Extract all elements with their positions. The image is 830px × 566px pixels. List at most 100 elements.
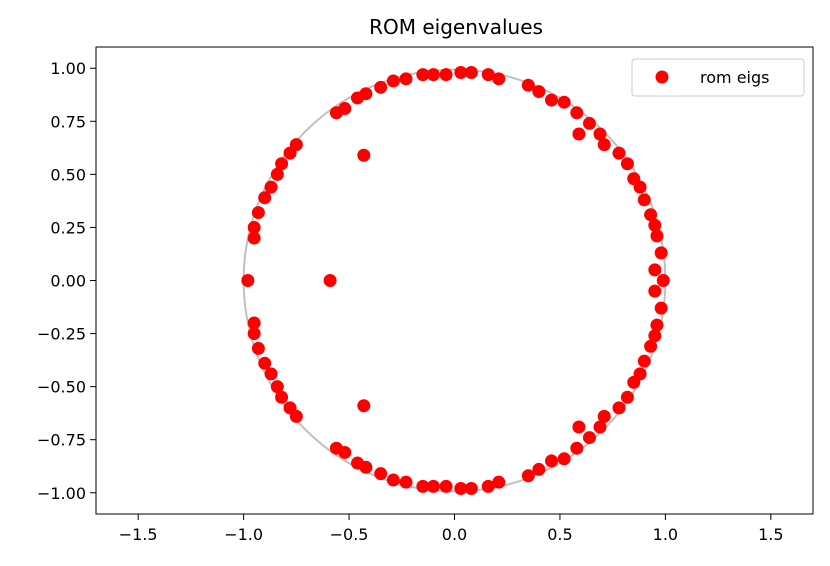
- y-tick-label: −1.00: [37, 484, 86, 503]
- eigenvalue-point: [521, 469, 535, 483]
- y-tick-label: 0.00: [50, 272, 86, 291]
- eigenvalue-point: [557, 452, 571, 466]
- legend: rom eigs: [631, 58, 805, 97]
- eigenvalue-point: [338, 102, 352, 116]
- y-tick-label: 1.00: [50, 59, 86, 78]
- eigenvalue-point: [597, 138, 611, 152]
- x-tick-label: 1.5: [758, 525, 783, 544]
- eigenvalue-point: [545, 93, 559, 107]
- eigenvalue-point: [521, 78, 535, 92]
- eigenvalue-point: [357, 399, 371, 413]
- eigenvalue-point: [644, 339, 658, 353]
- eigenvalue-point: [648, 329, 662, 343]
- eigenvalue-point: [644, 208, 658, 222]
- eigenvalue-point: [545, 454, 559, 468]
- plot-area: [95, 46, 814, 515]
- eigenvalue-point: [654, 246, 668, 260]
- eigenvalue-point: [612, 401, 626, 415]
- eigenvalue-point: [532, 462, 546, 476]
- eigenvalue-point: [275, 157, 289, 171]
- y-tick-label: −0.25: [37, 325, 86, 344]
- x-tick-label: 0.5: [547, 525, 572, 544]
- eigenvalue-point: [289, 409, 303, 423]
- y-tick-label: −0.75: [37, 431, 86, 450]
- y-tick-label: 0.25: [50, 218, 86, 237]
- eigenvalue-point: [648, 263, 662, 277]
- eigenvalue-point: [654, 301, 668, 315]
- eigenvalue-point: [648, 284, 662, 298]
- eigenvalue-point: [572, 127, 586, 141]
- eigenvalue-point: [258, 356, 272, 370]
- eigenvalue-point: [275, 390, 289, 404]
- eigenvalue-point: [264, 367, 278, 381]
- eigenvalue-point: [633, 367, 647, 381]
- eigenvalue-point: [633, 180, 647, 194]
- eigenvalue-point: [656, 274, 670, 287]
- x-tick-label: 1.0: [653, 525, 678, 544]
- eigenvalue-point: [572, 420, 586, 434]
- eigenvalue-point: [570, 106, 584, 120]
- eigenvalue-point: [570, 441, 584, 455]
- eigenvalue-point: [597, 409, 611, 423]
- eigenvalue-point: [247, 327, 261, 341]
- eigenvalue-point: [270, 380, 284, 394]
- legend-marker: [655, 70, 669, 84]
- eigenvalue-point: [582, 431, 596, 445]
- data-points: [241, 65, 670, 496]
- legend-label: rom eigs: [700, 68, 769, 87]
- eigenvalue-point: [637, 193, 651, 207]
- eigenvalue-point: [399, 72, 413, 86]
- eigenvalue-point: [557, 95, 571, 109]
- y-tick-label: 0.50: [50, 165, 86, 184]
- eigenvalue-point: [492, 475, 506, 489]
- y-tick-label: 0.75: [50, 112, 86, 131]
- eigenvalue-point: [593, 420, 607, 434]
- eigenvalue-point: [439, 479, 453, 493]
- eigenvalue-point: [359, 87, 373, 101]
- eigenvalue-point: [492, 72, 506, 86]
- eigenvalue-point: [637, 354, 651, 368]
- eigenvalue-point: [386, 473, 400, 487]
- eigenvalue-point: [251, 206, 265, 220]
- eigenvalue-point: [464, 65, 478, 79]
- eigenvalue-point: [241, 274, 255, 287]
- eigenvalue-point: [264, 180, 278, 194]
- eigenvalue-point: [359, 460, 373, 474]
- eigenvalue-point: [464, 482, 478, 496]
- eigenvalue-point: [374, 467, 388, 481]
- eigenvalue-point: [481, 479, 495, 493]
- eigenvalue-point: [386, 74, 400, 88]
- eigenvalue-point: [247, 316, 261, 330]
- eigenvalue-point: [416, 68, 430, 82]
- eigenvalue-point: [323, 274, 337, 287]
- eigenvalue-point: [399, 475, 413, 489]
- eigenvalue-point: [426, 68, 440, 82]
- eigenvalue-point: [650, 229, 664, 243]
- eigenvalue-point: [374, 80, 388, 94]
- eigenvalue-point: [251, 341, 265, 355]
- eigenvalue-point: [532, 85, 546, 99]
- eigenvalue-point: [357, 148, 371, 162]
- eigenvalue-point: [648, 218, 662, 232]
- eigenvalue-point: [439, 68, 453, 82]
- chart-title: ROM eigenvalues: [369, 15, 543, 39]
- legend-box: [631, 58, 805, 97]
- eigenvalue-point: [620, 157, 634, 171]
- eigenvalue-point: [289, 138, 303, 152]
- eigenvalue-point: [247, 220, 261, 234]
- eigenvalue-point: [612, 146, 626, 160]
- y-axis: 1.00 0.75 0.50 0.25 0.00 −0.25 −0.50 −0.75 −1.00: [37, 59, 96, 503]
- x-tick-label: −0.5: [330, 525, 369, 544]
- x-axis: −1.5 −1.0 −0.5 0.0 0.5 1.0 1.5: [119, 514, 784, 544]
- eigenvalue-point: [454, 482, 468, 496]
- x-tick-label: −1.5: [119, 525, 158, 544]
- eigenvalue-point: [593, 127, 607, 141]
- eigenvalue-point: [454, 65, 468, 79]
- eigenvalue-point: [270, 167, 284, 181]
- y-tick-label: −0.50: [37, 378, 86, 397]
- eigenvalue-point: [338, 445, 352, 459]
- eigenvalue-point: [247, 231, 261, 245]
- eigenvalue-point: [426, 479, 440, 493]
- eigenvalue-point: [620, 390, 634, 404]
